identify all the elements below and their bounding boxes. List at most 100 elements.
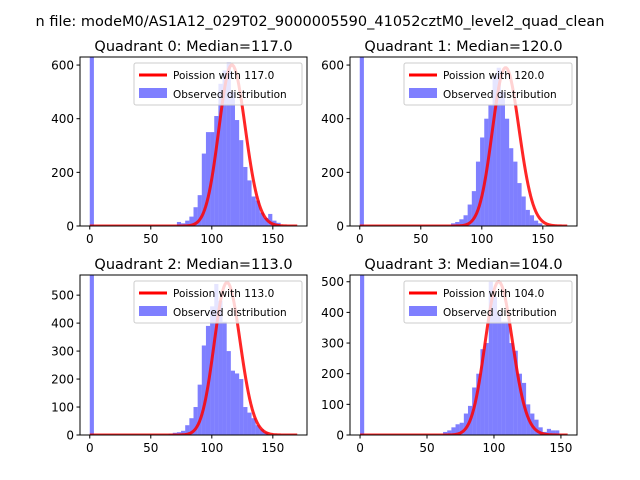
histogram-bar	[239, 379, 244, 435]
histogram-bar	[251, 196, 256, 226]
histogram-bar	[251, 418, 256, 435]
histogram-bar	[230, 91, 235, 226]
legend-patch-observed	[139, 306, 167, 316]
histogram-bar	[243, 166, 248, 226]
histogram-bar	[504, 118, 510, 226]
histogram-bar	[218, 300, 223, 435]
legend-box	[403, 62, 573, 106]
subplot-quadrant-2: 0 50 100 150 0 100 200 300 400 500 Quadrant 2: Med…	[51, 257, 308, 455]
histogram-bar	[480, 137, 485, 226]
histogram-bar	[255, 425, 260, 435]
y-tick-label: 300	[51, 345, 74, 359]
histogram-bar	[501, 321, 506, 435]
histogram-bar	[89, 275, 94, 435]
x-tick-label: 100	[483, 441, 506, 455]
histogram-bar	[193, 407, 198, 435]
histogram-bar	[455, 424, 460, 435]
y-tick-label: 500	[321, 275, 344, 289]
histogram-bar	[201, 153, 206, 226]
histogram-bar	[555, 430, 560, 435]
histogram-bar	[513, 350, 518, 435]
y-tick-label: 400	[51, 112, 74, 126]
legend-label-observed: Observed distribution	[173, 307, 287, 319]
x-tick-label: 0	[356, 441, 364, 455]
poisson-curve	[359, 280, 568, 435]
legend-patch-observed	[409, 306, 437, 316]
histogram-bar	[513, 161, 518, 226]
histogram-bar	[189, 418, 194, 435]
histogram-bar	[492, 297, 498, 435]
axes-frame	[349, 274, 578, 436]
histogram-bar	[222, 321, 227, 435]
plot-area	[359, 275, 568, 435]
plot-area	[89, 275, 298, 435]
histogram-bar	[185, 220, 190, 226]
y-tick-label: 500	[51, 289, 74, 303]
x-tick-label: 50	[143, 441, 158, 455]
y-tick-label: 400	[321, 112, 344, 126]
histogram-bar	[89, 57, 94, 226]
subplot-quadrant-3: 0 50 100 150 0 100 200 300 400 500 Quadrant 3: Med…	[321, 257, 578, 455]
y-tick-label: 200	[321, 166, 344, 180]
histogram-bar	[218, 83, 223, 226]
histogram-bar	[471, 191, 476, 226]
axes-frame	[79, 274, 308, 436]
legend-label-observed: Observed distribution	[173, 89, 287, 101]
histogram-bar	[517, 373, 522, 435]
histogram-bar	[517, 183, 522, 226]
legend-label-poisson: Poission with 120.0	[443, 70, 544, 82]
x-tick-label: 0	[86, 232, 94, 246]
x-tick-label: 100	[200, 232, 223, 246]
histogram-bar	[538, 427, 543, 435]
x-tick-label: 150	[531, 232, 554, 246]
x-tick-label: 150	[261, 441, 284, 455]
legend-label-observed: Observed distribution	[443, 89, 557, 101]
y-tick-label: 600	[51, 59, 74, 73]
histogram-bar	[234, 120, 240, 226]
histogram-bar	[197, 195, 202, 226]
x-tick-label: 150	[261, 232, 284, 246]
axes-frame	[349, 56, 578, 227]
x-tick-label: 50	[413, 232, 428, 246]
subplot-title: Quadrant 1: Median=120.0	[364, 39, 562, 55]
x-tick-label: 50	[143, 232, 158, 246]
histogram-bar	[534, 419, 539, 435]
histogram-bar	[222, 70, 227, 226]
histogram-bar	[488, 105, 493, 226]
histogram-bar	[451, 427, 456, 435]
subplot-quadrant-1: 0 50 100 150 0 200 400 600 Quadrant 1: Median=12…	[321, 39, 578, 246]
legend-label-poisson: Poission with 113.0	[173, 288, 274, 300]
x-tick-label: 150	[549, 441, 572, 455]
histogram-bar	[226, 351, 231, 435]
histogram-bar	[525, 209, 530, 226]
y-tick-label: 200	[51, 373, 74, 387]
histogram-bar	[492, 75, 497, 226]
histogram-bar	[509, 148, 514, 226]
histogram-bar	[484, 343, 489, 435]
histogram-bar	[521, 196, 526, 226]
histogram-bar	[255, 200, 260, 226]
y-tick-label: 0	[336, 429, 344, 443]
histogram-bar	[181, 430, 186, 435]
legend-box	[133, 62, 303, 106]
histogram-bar	[447, 430, 452, 435]
histogram-bar	[509, 343, 514, 435]
histogram-bar	[488, 281, 493, 435]
histogram-bar	[467, 204, 472, 226]
histogram-bar	[455, 221, 460, 226]
legend-label-poisson: Poission with 117.0	[173, 70, 274, 82]
histogram-bar	[193, 207, 198, 226]
histogram-bar	[226, 62, 231, 226]
y-tick-label: 0	[66, 429, 74, 443]
histogram-bar	[480, 349, 485, 435]
histogram-bar	[210, 306, 215, 435]
histogram-bar	[264, 217, 269, 226]
histogram-bar	[205, 132, 211, 226]
histogram-bar	[546, 428, 552, 435]
legend-label-poisson: Poission with 104.0	[443, 288, 544, 300]
histogram-bar	[534, 220, 539, 226]
axes-frame	[79, 56, 308, 227]
histogram-bar	[500, 91, 505, 226]
histogram-bar	[243, 407, 248, 435]
